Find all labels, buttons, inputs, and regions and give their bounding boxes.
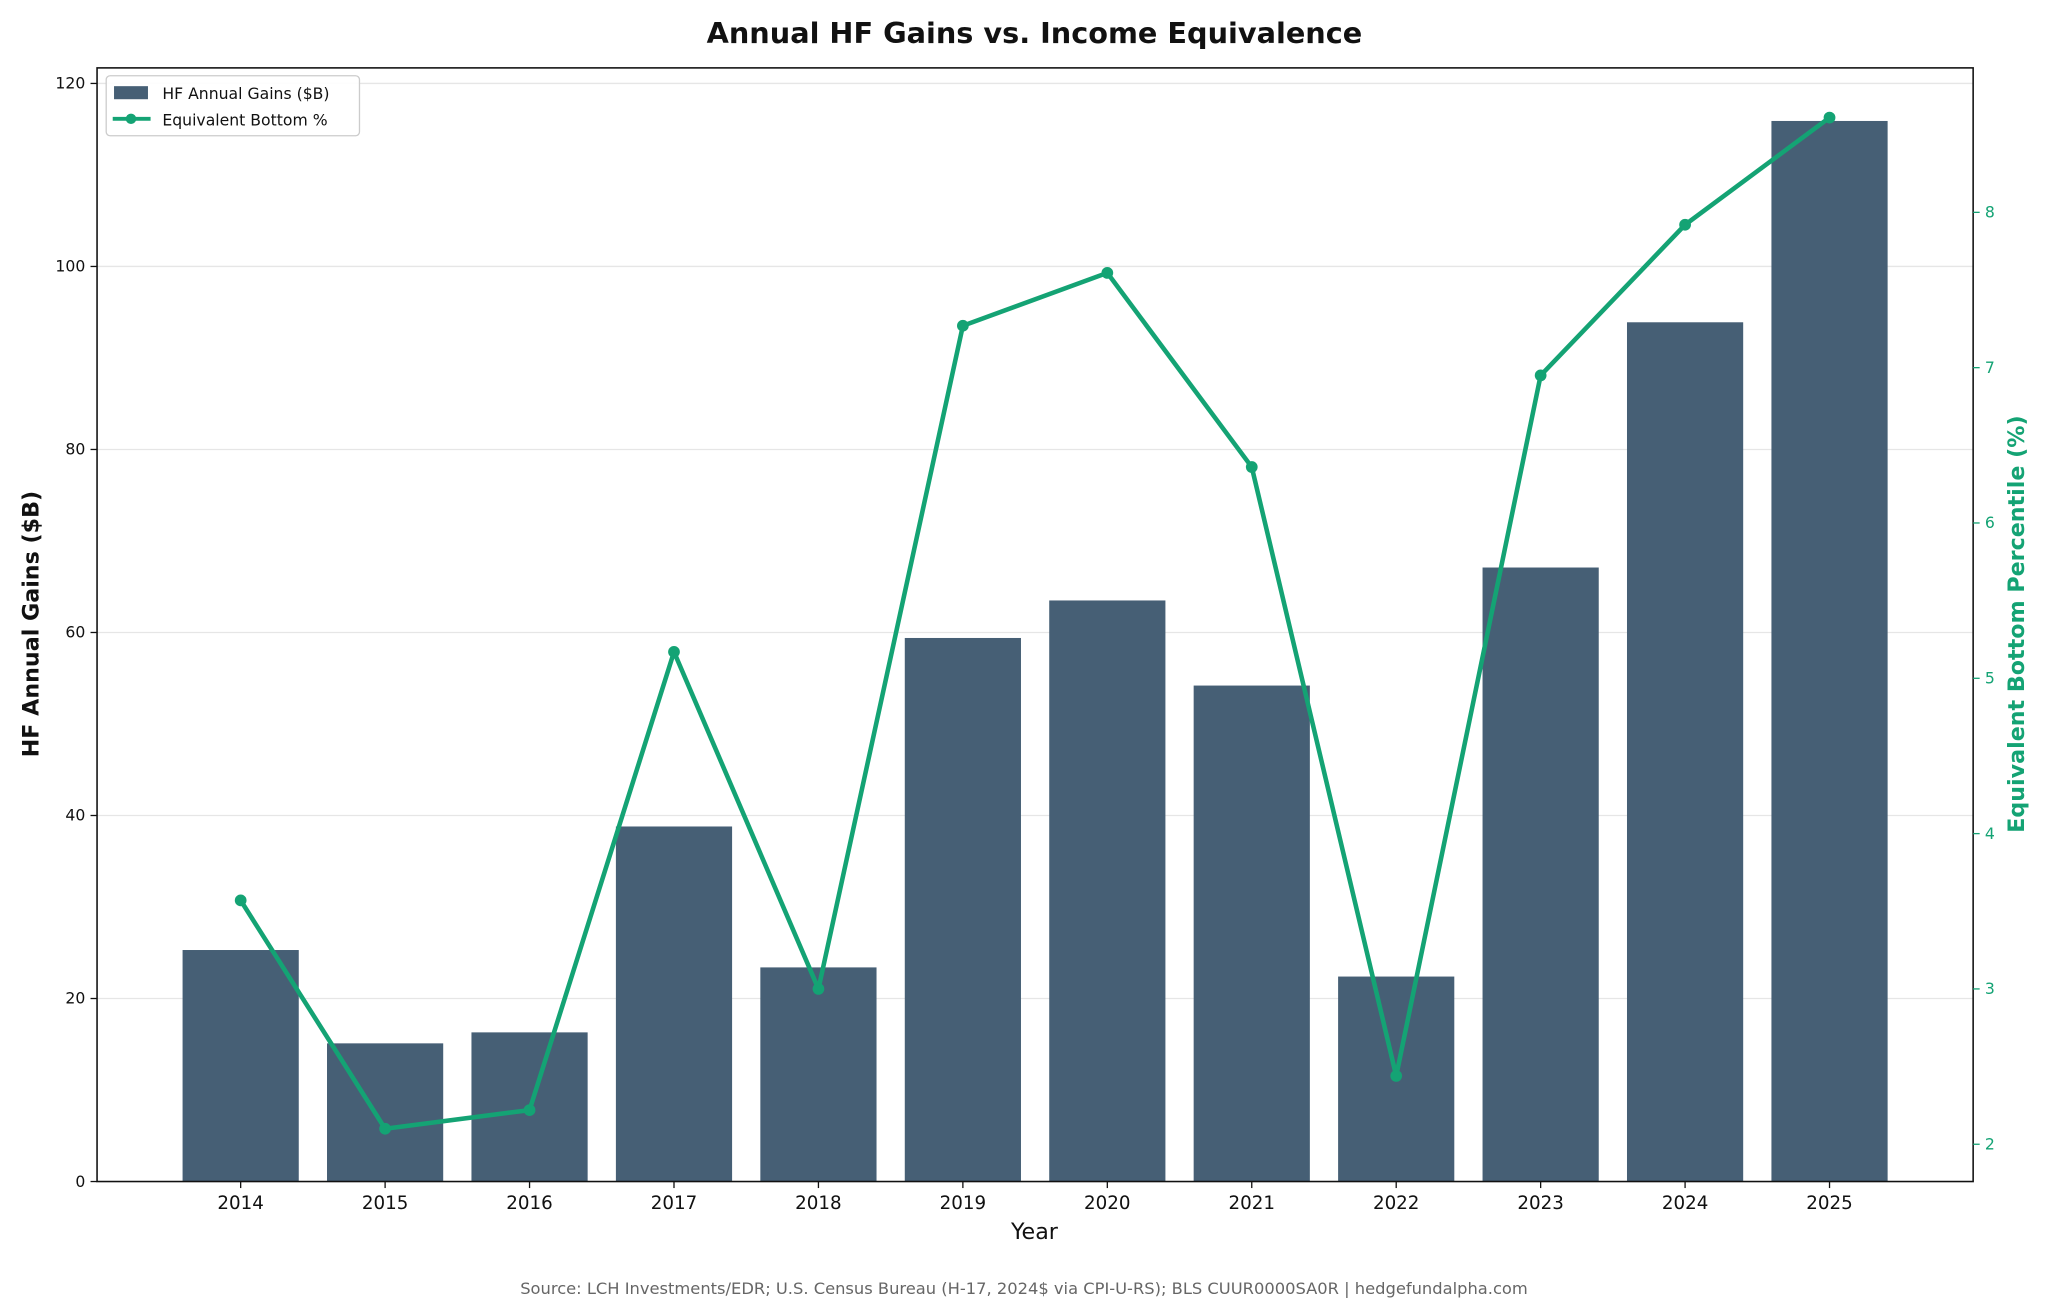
x-tick-label: 2014	[217, 1193, 264, 1214]
y-tick-label-left: 60	[65, 623, 85, 642]
y-tick-label-right: 2	[1985, 1134, 1995, 1153]
y-tick-label-right: 8	[1985, 203, 1995, 222]
y-tick-label-left: 100	[55, 257, 85, 276]
bar-2025	[1771, 120, 1888, 1182]
x-tick-label: 2024	[1662, 1193, 1709, 1214]
x-axis-label: Year	[1010, 1219, 1059, 1245]
bar-2014	[182, 950, 299, 1182]
y-tick-label-right: 6	[1985, 513, 1995, 532]
y-tick-label-right: 4	[1985, 824, 1995, 843]
bar-2020	[1049, 600, 1166, 1182]
plot-frame	[96, 67, 1974, 1183]
y-tick-label-right: 5	[1985, 669, 1995, 688]
line-point-2022	[1390, 1070, 1403, 1082]
line-series	[238, 115, 1831, 1132]
x-tick-label: 2017	[651, 1193, 698, 1214]
x-tick-label: 2019	[940, 1193, 987, 1214]
x-tick-label: 2025	[1806, 1193, 1853, 1214]
bar-2023	[1482, 567, 1599, 1182]
y-tick-label-left: 120	[55, 74, 85, 93]
bar-2017	[615, 826, 733, 1182]
y-axis-label-left: HF Annual Gains ($B)	[18, 491, 44, 757]
legend-label-line: Equivalent Bottom %	[162, 110, 327, 129]
line-point-2021	[1245, 461, 1258, 473]
line-point-2020	[1101, 267, 1114, 279]
line-point-2016	[523, 1104, 536, 1116]
line-point-2018	[812, 983, 825, 995]
line-point-2015	[379, 1122, 391, 1135]
y-axis-label-right: Equivalent Bottom Percentile (%)	[2004, 415, 2030, 832]
bar-2019	[904, 637, 1021, 1182]
line-point-2017	[668, 646, 680, 658]
x-tick-label: 2016	[506, 1193, 553, 1214]
x-tick-label: 2021	[1229, 1193, 1276, 1214]
legend-label-bars: HF Annual Gains ($B)	[162, 84, 329, 103]
legend-line-marker	[125, 113, 137, 125]
bar-2018	[760, 967, 877, 1182]
legend-bar-swatch	[114, 86, 148, 100]
legend: HF Annual Gains ($B) Equivalent Bottom %	[105, 75, 361, 137]
source-footer: Source: LCH Investments/EDR; U.S. Census…	[520, 1279, 1528, 1298]
line-point-2019	[957, 319, 969, 332]
x-tick-label: 2015	[362, 1193, 408, 1214]
x-tick-label: 2023	[1517, 1193, 1564, 1214]
line-point-2024	[1679, 218, 1691, 231]
y-tick-label-left: 80	[65, 440, 85, 459]
y-tick-label-right: 3	[1985, 979, 1995, 998]
line-point-2014	[234, 894, 247, 907]
y-tick-label-left: 40	[65, 806, 85, 825]
bar-2024	[1626, 322, 1744, 1182]
bar-2021	[1193, 685, 1310, 1182]
y-tick-label-left: 0	[75, 1172, 85, 1191]
line-point-2023	[1534, 369, 1547, 382]
y-tick-label-right: 7	[1985, 358, 1995, 377]
x-tick-label: 2020	[1084, 1193, 1131, 1214]
x-tick-label: 2022	[1373, 1193, 1420, 1214]
chart-title: Annual HF Gains vs. Income Equivalence	[707, 16, 1363, 50]
line-point-2025	[1823, 111, 1836, 124]
y-tick-label-left: 20	[65, 989, 85, 1008]
x-tick-label: 2018	[795, 1193, 842, 1214]
